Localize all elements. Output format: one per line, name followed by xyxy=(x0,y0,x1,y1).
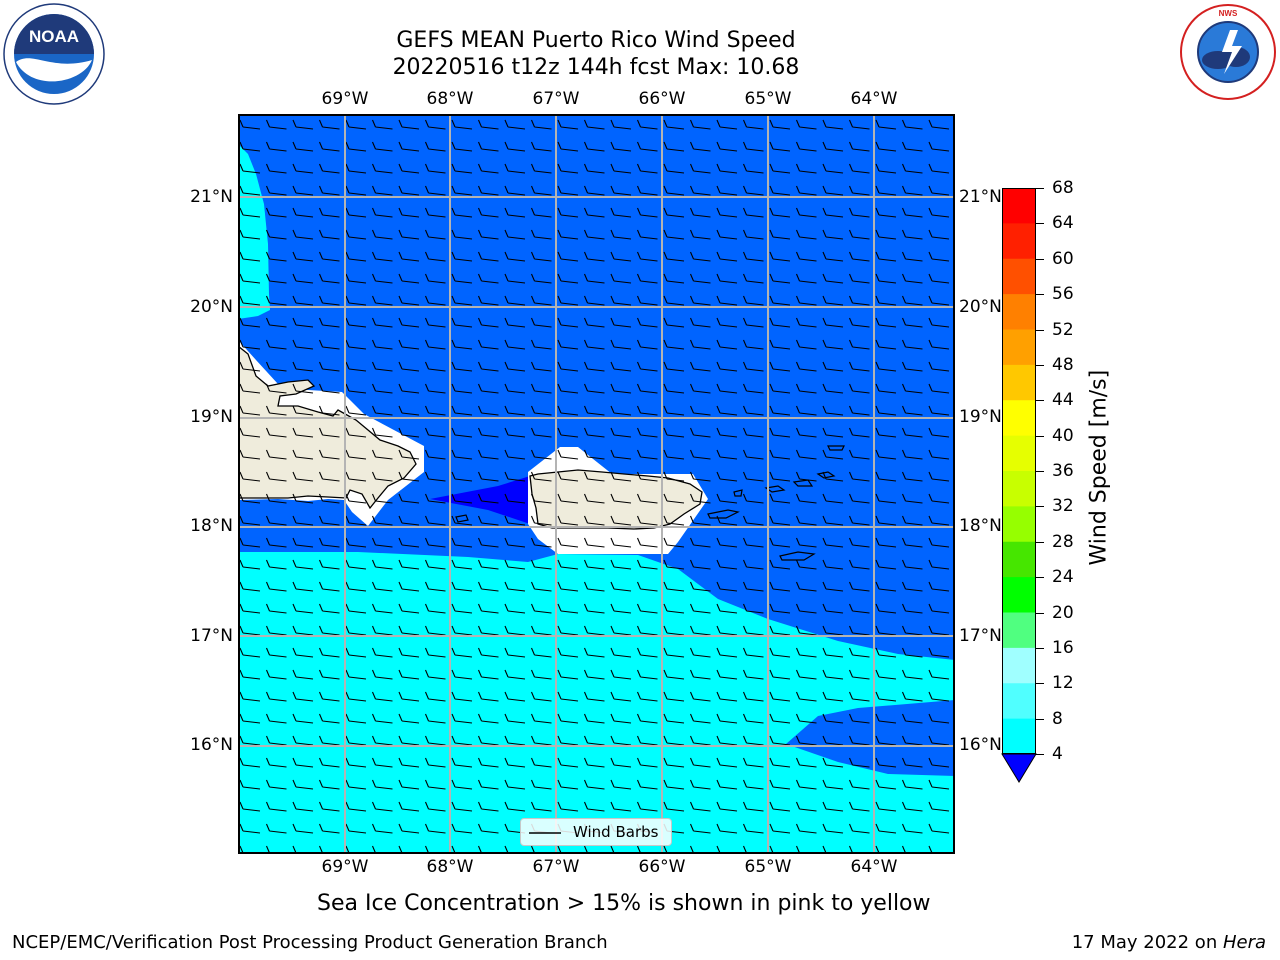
colorbar-swatch xyxy=(1002,647,1036,684)
colorbar-tick-label: 32 xyxy=(1052,496,1074,517)
colorbar-swatch xyxy=(1002,364,1036,401)
lon-label-top: 67°W xyxy=(532,89,580,109)
svg-text:NWS: NWS xyxy=(1219,9,1238,18)
colorbar-swatch xyxy=(1002,294,1036,330)
legend-box: Wind Barbs xyxy=(520,818,672,846)
colorbar-tick-label: 48 xyxy=(1052,354,1074,375)
colorbar-tick-mark xyxy=(1036,223,1044,225)
colorbar-tick-mark xyxy=(1036,683,1044,685)
colorbar-tick-mark xyxy=(1036,329,1044,331)
lon-label-top: 64°W xyxy=(850,89,898,109)
colorbar-label: Wind Speed [m/s] xyxy=(1086,369,1112,566)
colorbar-swatch xyxy=(1002,400,1036,437)
colorbar-outline xyxy=(1002,188,1036,754)
map-frame xyxy=(238,114,955,854)
nws-logo: NWS xyxy=(1178,2,1278,102)
colorbar-tick-mark xyxy=(1036,718,1044,720)
colorbar-tick-label: 20 xyxy=(1052,602,1074,623)
lon-label-top: 65°W xyxy=(744,89,792,109)
colorbar-tick-mark xyxy=(1036,612,1044,614)
legend-label: Wind Barbs xyxy=(573,823,659,841)
lat-label-left: 20°N xyxy=(190,297,233,317)
lon-label-top: 66°W xyxy=(638,89,686,109)
noaa-logo: NOAA xyxy=(2,2,106,106)
lat-label-right: 17°N xyxy=(959,626,1002,646)
footer-left: NCEP/EMC/Verification Post Processing Pr… xyxy=(12,932,608,953)
lon-label-bottom: 67°W xyxy=(532,857,580,877)
map-title: GEFS MEAN Puerto Rico Wind Speed xyxy=(396,28,796,53)
footer-machine: Hera xyxy=(1222,932,1266,953)
colorbar-swatches xyxy=(1001,188,1037,783)
lon-label-bottom: 66°W xyxy=(638,857,686,877)
lat-label-left: 17°N xyxy=(190,626,233,646)
colorbar-swatch xyxy=(1002,577,1036,613)
lat-label-right: 19°N xyxy=(959,407,1002,427)
lat-label-right: 16°N xyxy=(959,735,1002,755)
map-panel xyxy=(238,114,955,854)
colorbar-tick-label: 68 xyxy=(1052,178,1074,198)
colorbar-swatch xyxy=(1002,223,1036,260)
colorbar-tick-mark xyxy=(1036,294,1044,296)
lat-label-right: 20°N xyxy=(959,297,1002,317)
colorbar-swatch xyxy=(1002,506,1036,543)
lon-label-bottom: 68°W xyxy=(426,857,474,877)
colorbar-tick-mark xyxy=(1036,258,1044,260)
colorbar-swatch xyxy=(1002,435,1036,472)
colorbar-tick-label: 4 xyxy=(1052,744,1063,764)
lon-label-bottom: 69°W xyxy=(321,857,369,877)
map-subtitle: 20220516 t12z 144h fcst Max: 10.68 xyxy=(392,55,800,80)
colorbar-swatch xyxy=(1002,258,1036,295)
lat-label-left: 21°N xyxy=(190,187,233,207)
colorbar-swatch xyxy=(1002,329,1036,366)
legend-line-icon xyxy=(529,832,561,834)
colorbar-extend-arrow xyxy=(1001,753,1037,783)
colorbar-tick-label: 56 xyxy=(1052,284,1074,305)
noaa-logo-text: NOAA xyxy=(29,27,79,46)
colorbar-tick-label: 28 xyxy=(1052,531,1074,552)
sea-ice-note: Sea Ice Concentration > 15% is shown in … xyxy=(317,891,931,916)
colorbar-tick-mark xyxy=(1036,647,1044,649)
colorbar-tick-label: 16 xyxy=(1052,637,1074,658)
lat-label-left: 16°N xyxy=(190,735,233,755)
colorbar xyxy=(1001,188,1037,783)
lat-label-right: 18°N xyxy=(959,516,1002,536)
colorbar-swatch xyxy=(1002,718,1036,755)
lon-label-bottom: 64°W xyxy=(850,857,898,877)
colorbar-swatch xyxy=(1002,541,1036,578)
colorbar-tick-label: 24 xyxy=(1052,567,1074,588)
lon-label-bottom: 65°W xyxy=(744,857,792,877)
colorbar-tick-label: 44 xyxy=(1052,390,1074,411)
footer-date: 17 May 2022 on xyxy=(1071,932,1223,953)
colorbar-swatch xyxy=(1002,683,1036,720)
colorbar-tick-label: 40 xyxy=(1052,425,1074,446)
lat-label-left: 19°N xyxy=(190,407,233,427)
colorbar-tick-mark xyxy=(1036,541,1044,543)
colorbar-tick-mark xyxy=(1036,188,1044,189)
colorbar-tick-mark xyxy=(1036,577,1044,579)
colorbar-tick-label: 8 xyxy=(1052,708,1063,729)
colorbar-tick-mark xyxy=(1036,400,1044,402)
lon-label-top: 69°W xyxy=(321,89,369,109)
colorbar-tick-mark xyxy=(1036,364,1044,366)
lat-label-left: 18°N xyxy=(190,516,233,536)
colorbar-tick-label: 60 xyxy=(1052,248,1074,269)
colorbar-tick-mark xyxy=(1036,506,1044,508)
colorbar-tick-mark xyxy=(1036,471,1044,472)
lon-label-top: 68°W xyxy=(426,89,474,109)
colorbar-tick-mark xyxy=(1036,435,1044,437)
colorbar-swatch xyxy=(1002,612,1036,649)
colorbar-tick-mark xyxy=(1036,754,1044,755)
wind-barbs xyxy=(238,114,955,854)
colorbar-tick-label: 52 xyxy=(1052,319,1074,340)
lat-label-right: 21°N xyxy=(959,187,1002,207)
colorbar-tick-label: 64 xyxy=(1052,213,1074,234)
colorbar-swatch xyxy=(1002,471,1036,507)
colorbar-tick-label: 12 xyxy=(1052,673,1074,694)
colorbar-swatch xyxy=(1002,188,1036,224)
colorbar-tick-label: 36 xyxy=(1052,461,1074,481)
wind-speed-map xyxy=(238,114,955,854)
colorbar-ticks: 68 64 60 56 52 48 44 40 36 32 28 24 20 16 12 8 4 xyxy=(1036,178,1096,764)
graticule xyxy=(238,114,955,854)
footer-right: 17 May 2022 on Hera xyxy=(1072,932,1266,954)
